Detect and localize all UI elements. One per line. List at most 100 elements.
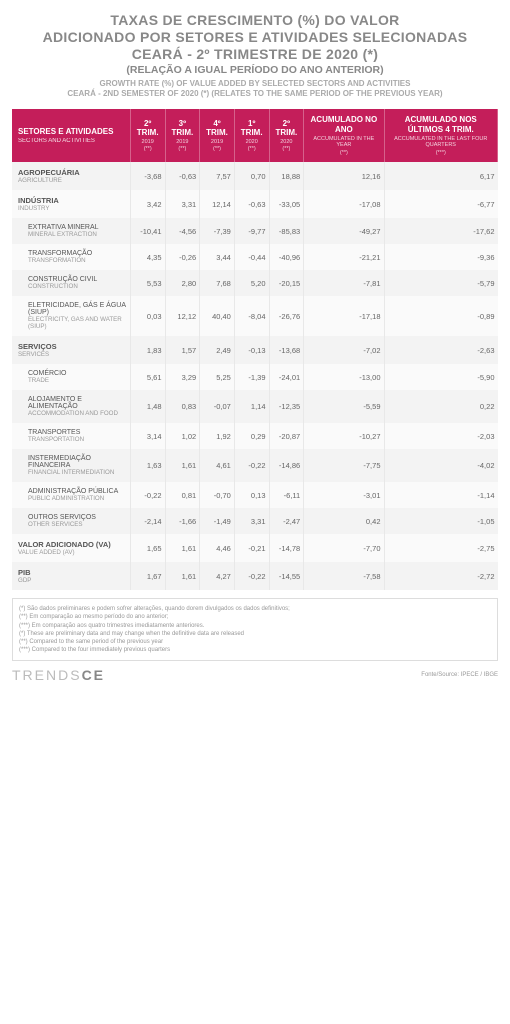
cell-value: 7,68 xyxy=(200,270,235,296)
table-row: EXTRATIVA MINERALMINERAL EXTRACTION-10,4… xyxy=(12,218,498,244)
row-label: TRANSFORMAÇÃOTRANSFORMATION xyxy=(12,244,130,270)
cell-value: -33,05 xyxy=(269,190,304,218)
brand-logo: TRENDSCE xyxy=(12,667,105,683)
cell-value: -14,78 xyxy=(269,534,304,562)
col-header-sectors: SETORES E ATIVIDADESSECTORS AND ACTIVITI… xyxy=(12,109,130,162)
row-label: SERVIÇOSSERVICES xyxy=(12,336,130,364)
cell-value: -5,90 xyxy=(384,364,498,390)
table-row: VALOR ADICIONADO (VA)VALUE ADDED (AV)1,6… xyxy=(12,534,498,562)
cell-value: 3,14 xyxy=(130,423,165,449)
cell-value: 3,31 xyxy=(165,190,200,218)
footnote-line: (**) Em comparação ao mesmo período do a… xyxy=(19,613,491,621)
cell-value: 0,83 xyxy=(165,390,200,423)
table-row: CONSTRUÇÃO CIVILCONSTRUCTION5,532,807,68… xyxy=(12,270,498,296)
footnotes: (*) São dados preliminares e podem sofre… xyxy=(12,598,498,661)
cell-value: -1,05 xyxy=(384,508,498,534)
row-label: INDÚSTRIAINDUSTRY xyxy=(12,190,130,218)
cell-value: -0,13 xyxy=(234,336,269,364)
table-header: SETORES E ATIVIDADESSECTORS AND ACTIVITI… xyxy=(12,109,498,162)
cell-value: -0,22 xyxy=(130,482,165,508)
cell-value: -0,70 xyxy=(200,482,235,508)
cell-value: -7,02 xyxy=(304,336,384,364)
cell-value: 0,29 xyxy=(234,423,269,449)
title-line2: ADICIONADO POR SETORES E ATIVIDADES SELE… xyxy=(12,29,498,46)
cell-value: -17,62 xyxy=(384,218,498,244)
col-header-1: 3º TRIM.2019(**) xyxy=(165,109,200,162)
growth-table: SETORES E ATIVIDADESSECTORS AND ACTIVITI… xyxy=(12,109,498,590)
cell-value: 7,57 xyxy=(200,162,235,190)
col-header-0: 2º TRIM.2019(**) xyxy=(130,109,165,162)
cell-value: -4,02 xyxy=(384,449,498,482)
cell-value: -40,96 xyxy=(269,244,304,270)
table-row: OUTROS SERVIÇOSOTHER SERVICES-2,14-1,66-… xyxy=(12,508,498,534)
cell-value: 0,13 xyxy=(234,482,269,508)
col-header-3: 1º TRIM.2020(**) xyxy=(234,109,269,162)
cell-value: -3,68 xyxy=(130,162,165,190)
cell-value: -2,47 xyxy=(269,508,304,534)
cell-value: 12,16 xyxy=(304,162,384,190)
cell-value: 1,61 xyxy=(165,449,200,482)
cell-value: -14,55 xyxy=(269,562,304,590)
cell-value: 0,81 xyxy=(165,482,200,508)
cell-value: -49,27 xyxy=(304,218,384,244)
cell-value: -5,59 xyxy=(304,390,384,423)
table-row: AGROPECUÁRIAAGRICULTURE-3,68-0,637,570,7… xyxy=(12,162,498,190)
table-row: INSTERMEDIAÇÃO FINANCEIRAFINANCIAL INTER… xyxy=(12,449,498,482)
cell-value: -0,26 xyxy=(165,244,200,270)
row-label: ADMINISTRAÇÃO PÚBLICAPUBLIC ADMINISTRATI… xyxy=(12,482,130,508)
cell-value: 4,27 xyxy=(200,562,235,590)
table-row: INDÚSTRIAINDUSTRY3,423,3112,14-0,63-33,0… xyxy=(12,190,498,218)
table-row: ALOJAMENTO E ALIMENTAÇÃOACCOMMODATION AN… xyxy=(12,390,498,423)
cell-value: 1,65 xyxy=(130,534,165,562)
title-sub1: (RELAÇÃO A IGUAL PERÍODO DO ANO ANTERIOR… xyxy=(12,64,498,76)
row-label: VALOR ADICIONADO (VA)VALUE ADDED (AV) xyxy=(12,534,130,562)
cell-value: 4,46 xyxy=(200,534,235,562)
cell-value: 1,57 xyxy=(165,336,200,364)
cell-value: -0,63 xyxy=(234,190,269,218)
cell-value: 1,61 xyxy=(165,562,200,590)
cell-value: -0,22 xyxy=(234,449,269,482)
cell-value: 3,44 xyxy=(200,244,235,270)
cell-value: 1,63 xyxy=(130,449,165,482)
cell-value: 1,83 xyxy=(130,336,165,364)
footnote-line: (*) These are preliminary data and may c… xyxy=(19,630,491,638)
cell-value: -20,87 xyxy=(269,423,304,449)
cell-value: -1,49 xyxy=(200,508,235,534)
col-header-6: ACUMULADO NOS ÚLTIMOS 4 TRIM.ACCUMULATED… xyxy=(384,109,498,162)
cell-value: 2,49 xyxy=(200,336,235,364)
table-body: AGROPECUÁRIAAGRICULTURE-3,68-0,637,570,7… xyxy=(12,162,498,590)
source-text: Fonte/Source: IPECE / IBGE xyxy=(421,672,498,678)
cell-value: -8,04 xyxy=(234,296,269,336)
table-row: COMÉRCIOTRADE5,613,295,25-1,39-24,01-13,… xyxy=(12,364,498,390)
cell-value: 18,88 xyxy=(269,162,304,190)
title-sub2: GROWTH RATE (%) OF VALUE ADDED BY SELECT… xyxy=(12,79,498,99)
cell-value: -3,01 xyxy=(304,482,384,508)
cell-value: -13,68 xyxy=(269,336,304,364)
footnote-line: (**) Compared to the same period of the … xyxy=(19,638,491,646)
cell-value: -1,66 xyxy=(165,508,200,534)
cell-value: -7,75 xyxy=(304,449,384,482)
cell-value: -2,63 xyxy=(384,336,498,364)
cell-value: 3,42 xyxy=(130,190,165,218)
cell-value: -7,81 xyxy=(304,270,384,296)
footnote-line: (*) São dados preliminares e podem sofre… xyxy=(19,605,491,613)
row-label: OUTROS SERVIÇOSOTHER SERVICES xyxy=(12,508,130,534)
cell-value: 2,80 xyxy=(165,270,200,296)
cell-value: -7,58 xyxy=(304,562,384,590)
cell-value: 1,48 xyxy=(130,390,165,423)
cell-value: -4,56 xyxy=(165,218,200,244)
cell-value: 5,25 xyxy=(200,364,235,390)
footnote-line: (***) Compared to the four immediately p… xyxy=(19,646,491,654)
cell-value: -2,75 xyxy=(384,534,498,562)
row-label: EXTRATIVA MINERALMINERAL EXTRACTION xyxy=(12,218,130,244)
cell-value: -85,83 xyxy=(269,218,304,244)
row-label: TRANSPORTESTRANSPORTATION xyxy=(12,423,130,449)
cell-value: -13,00 xyxy=(304,364,384,390)
cell-value: 1,92 xyxy=(200,423,235,449)
table-row: ELETRICIDADE, GÁS E ÁGUA (SIUP)ELECTRICI… xyxy=(12,296,498,336)
cell-value: -7,70 xyxy=(304,534,384,562)
col-header-4: 2º TRIM.2020(**) xyxy=(269,109,304,162)
cell-value: 4,61 xyxy=(200,449,235,482)
row-label: AGROPECUÁRIAAGRICULTURE xyxy=(12,162,130,190)
cell-value: 0,42 xyxy=(304,508,384,534)
